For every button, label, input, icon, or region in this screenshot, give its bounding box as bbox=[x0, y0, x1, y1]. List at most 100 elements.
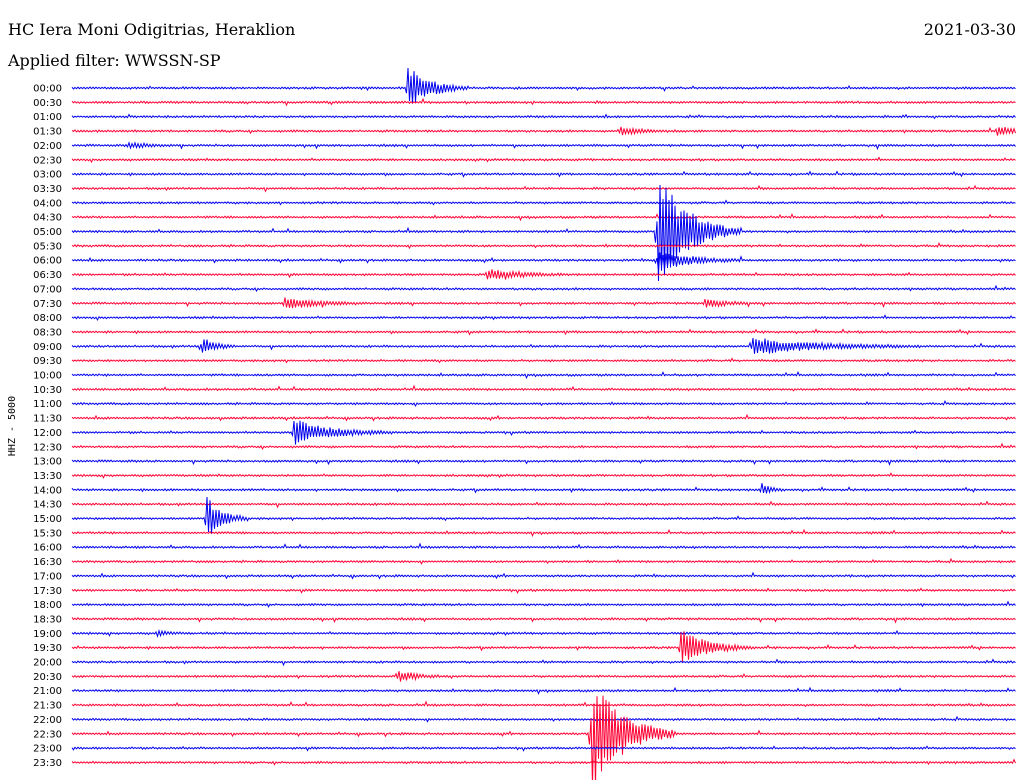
trace-row bbox=[71, 459, 1016, 466]
row-label: 20:00 bbox=[33, 658, 62, 669]
row-label: 16:00 bbox=[33, 543, 62, 554]
row-label: 08:00 bbox=[33, 313, 62, 324]
trace-row bbox=[71, 616, 1016, 624]
trace-row bbox=[71, 242, 1016, 250]
row-label: 19:00 bbox=[33, 629, 62, 640]
trace-row bbox=[71, 472, 1016, 479]
row-label: 06:30 bbox=[33, 270, 62, 281]
row-label: 22:30 bbox=[33, 729, 62, 740]
filter-label: Applied filter: WWSSN-SP bbox=[8, 51, 221, 70]
row-label: 03:00 bbox=[33, 170, 62, 181]
trace-row bbox=[71, 141, 1016, 151]
trace-row bbox=[71, 213, 1016, 222]
trace-row bbox=[71, 284, 1016, 293]
row-label: 14:00 bbox=[33, 485, 62, 496]
row-label: 12:00 bbox=[33, 428, 62, 439]
row-label: 15:30 bbox=[33, 528, 62, 539]
row-label: 01:00 bbox=[33, 112, 62, 123]
trace-row bbox=[71, 170, 1016, 178]
trace-row bbox=[71, 184, 1016, 193]
row-label: 01:30 bbox=[33, 127, 62, 138]
trace-row bbox=[71, 500, 1016, 509]
trace-row bbox=[71, 557, 1016, 565]
row-label: 11:30 bbox=[33, 414, 62, 425]
row-label: 11:00 bbox=[33, 399, 62, 410]
trace-row bbox=[71, 126, 1016, 136]
trace-row bbox=[71, 357, 1016, 364]
trace-row bbox=[71, 571, 1016, 580]
row-label: 09:00 bbox=[33, 342, 62, 353]
trace-row bbox=[71, 413, 1016, 422]
row-labels-group: 00:00 00:30 01:00 01:30 02:00 02:30 03:00 03:30… bbox=[33, 84, 62, 769]
trace-row bbox=[71, 671, 1016, 682]
row-label: 05:00 bbox=[33, 227, 62, 238]
trace-row bbox=[71, 629, 1016, 639]
row-label: 02:00 bbox=[33, 141, 62, 152]
row-label: 04:00 bbox=[33, 198, 62, 209]
row-label: 04:30 bbox=[33, 213, 62, 224]
trace-row bbox=[71, 587, 1016, 594]
row-label: 10:00 bbox=[33, 371, 62, 382]
trace-row bbox=[71, 269, 1016, 280]
row-label: 06:00 bbox=[33, 256, 62, 267]
trace-row bbox=[71, 314, 1016, 322]
row-label: 13:00 bbox=[33, 457, 62, 468]
traces-group bbox=[71, 68, 1016, 780]
trace-row bbox=[71, 384, 1016, 392]
trace-row bbox=[71, 700, 1016, 708]
row-label: 23:30 bbox=[33, 758, 62, 769]
row-label: 00:00 bbox=[33, 84, 62, 95]
trace-row bbox=[71, 370, 1016, 380]
row-label: 22:00 bbox=[33, 715, 62, 726]
row-label: 07:30 bbox=[33, 299, 62, 310]
row-label: 09:30 bbox=[33, 356, 62, 367]
row-label: 02:30 bbox=[33, 155, 62, 166]
trace-row bbox=[71, 420, 1016, 445]
row-label: 05:30 bbox=[33, 241, 62, 252]
trace-row bbox=[71, 686, 1016, 695]
row-label: 23:00 bbox=[33, 744, 62, 755]
trace-row bbox=[71, 97, 1016, 107]
row-label: 07:00 bbox=[33, 284, 62, 295]
trace-row bbox=[71, 600, 1016, 608]
trace-row bbox=[71, 338, 1016, 354]
row-label: 19:30 bbox=[33, 643, 62, 654]
row-label: 15:00 bbox=[33, 514, 62, 525]
trace-row bbox=[71, 442, 1016, 450]
trace-row bbox=[71, 496, 1016, 535]
trace-row bbox=[71, 68, 1016, 104]
trace-row bbox=[71, 483, 1016, 495]
trace-row bbox=[71, 252, 1016, 271]
row-label: 18:30 bbox=[33, 614, 62, 625]
station-title: HC Iera Moni Odigitrias, Heraklion bbox=[8, 20, 296, 39]
trace-row bbox=[71, 542, 1016, 550]
trace-row bbox=[71, 297, 1016, 309]
row-label: 13:30 bbox=[33, 471, 62, 482]
trace-row bbox=[71, 745, 1016, 752]
row-label: 17:00 bbox=[33, 571, 62, 582]
trace-row bbox=[71, 631, 1016, 662]
trace-row bbox=[71, 328, 1016, 336]
trace-row bbox=[71, 658, 1016, 667]
row-label: 14:30 bbox=[33, 500, 62, 511]
trace-row bbox=[71, 113, 1016, 120]
trace-row bbox=[71, 199, 1016, 206]
date-label: 2021-03-30 bbox=[923, 20, 1016, 39]
row-label: 21:00 bbox=[33, 686, 62, 697]
row-label: 17:30 bbox=[33, 586, 62, 597]
row-label: 20:30 bbox=[33, 672, 62, 683]
row-label: 12:30 bbox=[33, 442, 62, 453]
row-label: 08:30 bbox=[33, 327, 62, 338]
trace-row bbox=[71, 528, 1016, 537]
row-label: 21:30 bbox=[33, 701, 62, 712]
row-label: 18:00 bbox=[33, 600, 62, 611]
row-label: 03:30 bbox=[33, 184, 62, 195]
trace-row bbox=[71, 695, 1016, 780]
row-label: 10:30 bbox=[33, 385, 62, 396]
trace-row bbox=[71, 399, 1016, 408]
row-label: 00:30 bbox=[33, 98, 62, 109]
trace-row bbox=[71, 185, 1016, 281]
trace-row bbox=[71, 156, 1016, 164]
trace-row bbox=[71, 758, 1016, 766]
